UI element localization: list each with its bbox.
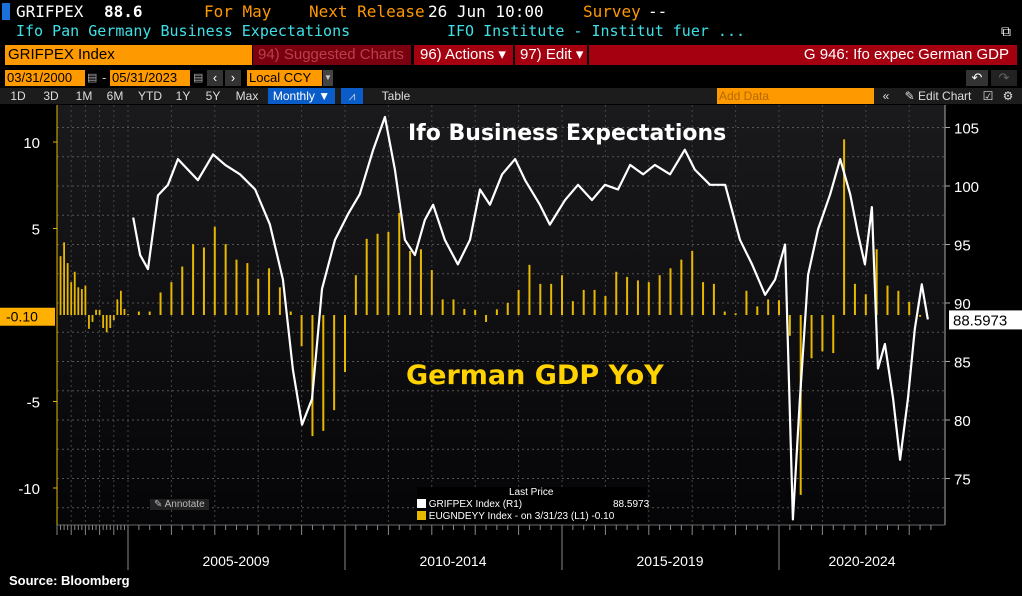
right-tick-label: 95 [954,238,971,255]
description-row: Ifo Pan Germany Business Expectations IF… [0,22,1022,42]
start-date-input[interactable]: 03/31/2000 [5,70,85,86]
legend-name: EUGNDEYY Index - on 3/31/23 (L1) [428,511,589,522]
next-period-button[interactable]: › [225,70,241,86]
annotate-label: Annotate [164,499,205,510]
gear-icon[interactable]: ⚙ [999,88,1017,104]
edit-chart-label: Edit Chart [918,89,972,103]
period-button-1y[interactable]: 1Y [171,88,195,104]
end-date-input[interactable]: 05/31/2023 [110,70,190,86]
source-note: Source: Bloomberg [9,573,130,588]
pencil-icon: ✎ [904,89,919,103]
prev-period-button[interactable]: ‹ [207,70,223,86]
actions-menu[interactable]: 96) Actions ▾ [414,45,513,65]
legend-value: 88.5973 [613,499,650,510]
undo-icon[interactable]: ↶ [966,70,988,86]
period: For May [204,2,272,21]
ticker-header: GRIFPEX 88.6 For May Next Release 26 Jun… [0,2,1022,22]
period-toolbar: 1D 3D 1M 6M YTD 1Y 5Y Max Monthly ▼ ⩘ Table Add… [0,88,1022,104]
period-button-1m[interactable]: 1M [70,88,98,104]
right-tick-label: 90 [954,296,971,313]
period-button-6m[interactable]: 6M [101,88,129,104]
legend-swatch [417,511,426,520]
legend: Last Price GRIFPEX Index (R1) 88.5973 EUG… [417,487,650,523]
right-tick-label: 85 [954,355,971,372]
chevron-down-icon[interactable]: ▼ [323,70,333,86]
legend-item[interactable]: GRIFPEX Index (R1) 88.5973 [417,499,650,511]
currency-select[interactable]: Local CCY [247,70,322,86]
period-button-3d[interactable]: 3D [36,88,66,104]
left-last-badge [0,307,55,326]
redo-icon[interactable]: ↷ [991,70,1017,86]
collapse-icon[interactable]: « [878,88,894,104]
left-last-label: -0.10 [6,309,38,325]
table-button[interactable]: Table [368,88,424,104]
ticker: GRIFPEX [16,2,84,21]
x-label: 2020-2024 [828,553,896,569]
next-release: 26 Jun 10:00 [428,2,544,21]
left-tick-label: -10 [18,481,40,498]
line-chart-icon[interactable]: ⩘ [341,88,363,104]
description: Ifo Pan Germany Business Expectations [16,22,351,40]
security-field[interactable]: GRIFPEX Index [5,45,252,65]
right-tick-label: 75 [954,472,971,489]
last-value: 88.6 [104,2,143,21]
calendar-icon[interactable]: ▤ [87,72,98,84]
right-tick-label: 80 [954,413,971,430]
period-button-5y[interactable]: 5Y [200,88,226,104]
ticker-marker [2,3,10,20]
chart-name: G 946: Ifo expec German GDP [589,45,1017,65]
right-tick-label: 100 [954,179,979,196]
right-last-badge [949,310,1022,330]
legend-item[interactable]: EUGNDEYY Index - on 3/31/23 (L1) -0.10 [417,511,647,523]
legend-value: -0.10 [591,511,615,522]
period-button-max[interactable]: Max [231,88,263,104]
calendar-icon[interactable]: ▤ [193,72,204,84]
legend-swatch [417,499,426,508]
x-label: 2015-2019 [636,553,704,569]
survey-value: -- [648,2,668,21]
source-institute: IFO Institute - Institut fuer ... [447,22,746,40]
date-separator: - [102,70,107,85]
ifo-line [132,115,929,521]
period-button-ytd[interactable]: YTD [133,88,167,104]
pencil-icon: ✎ [154,499,165,510]
period-button-1d[interactable]: 1D [3,88,33,104]
right-tick-label: 105 [954,121,979,138]
survey-label: Survey [583,2,641,21]
frequency-select[interactable]: Monthly ▼ [268,88,335,104]
annotate-button[interactable]: ✎ Annotate [150,499,209,510]
popout-icon[interactable]: ⧉ [1001,24,1011,40]
chart-title: Ifo Business Expectations [408,121,727,146]
legend-name: GRIFPEX Index (R1) [428,499,523,510]
x-label: 2010-2014 [419,553,487,569]
checklist-icon[interactable]: ☑ [980,88,996,104]
left-tick-label: -5 [27,395,40,412]
edit-chart-button[interactable]: ✎ Edit Chart [899,88,977,104]
right-last-label: 88.5973 [953,312,1007,329]
gdp-annotation: German GDP YoY [406,360,664,391]
next-release-label: Next Release [309,2,425,21]
edit-menu[interactable]: 97) Edit ▾ [515,45,587,65]
left-tick-label: 10 [23,135,40,152]
x-label: 2005-2009 [202,553,270,569]
left-tick-label: 5 [32,222,40,239]
add-data-input[interactable]: Add Data [717,88,874,104]
legend-header: Last Price [509,487,554,498]
suggested-charts-button[interactable]: 94) Suggested Charts [253,45,411,65]
